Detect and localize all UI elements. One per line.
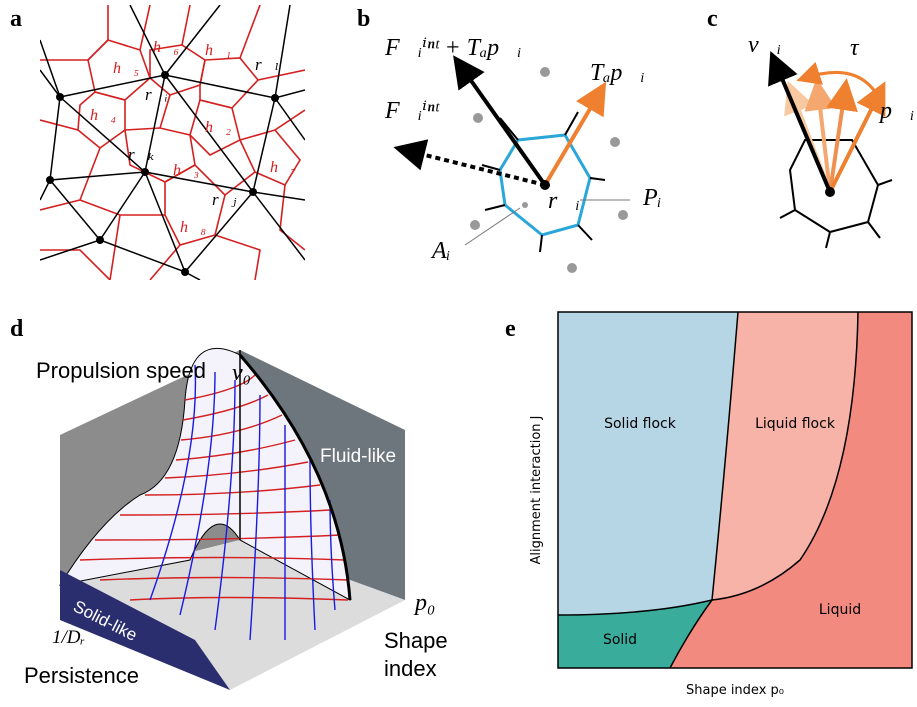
axis-title: Propulsion speed xyxy=(36,358,206,383)
voronoi-network: h⃗₅ h⃗₆ h⃗₁ r⃗ₗ r⃗ᵢ h⃗₄ h⃗₂ r⃗ₖ h⃗₃ h⃗₇ … xyxy=(40,5,305,280)
phase-surface: Propulsion speed v₀ Fluid-like Solid-lik… xyxy=(24,347,448,690)
panel-label: d xyxy=(10,316,24,342)
axis-title: index xyxy=(384,656,437,681)
alignment: v⃗ᵢ τ p⃗ᵢ xyxy=(748,32,914,249)
panel-label: b xyxy=(357,6,370,32)
cell-label: r⃗ₖ xyxy=(128,145,154,164)
cell-label: r⃗ⱼ xyxy=(212,190,237,209)
edge-label: h⃗₈ xyxy=(180,219,206,236)
edge-label: h⃗₆ xyxy=(153,39,179,56)
axis-symbol: p₀ xyxy=(413,590,435,616)
axis-symbol: 1/Dᵣ xyxy=(52,627,85,648)
region-label: Solid flock xyxy=(604,416,677,432)
velocity-label: v⃗ᵢ xyxy=(748,32,781,58)
panel-label: a xyxy=(10,6,22,32)
tau-label: τ xyxy=(850,35,860,61)
region-label: Liquid xyxy=(819,602,861,618)
panel-label: c xyxy=(707,6,718,32)
edge-label: h⃗₅ xyxy=(113,60,139,77)
phase-diagram: Solid flock Liquid flock Solid Liquid Al… xyxy=(529,311,913,698)
polarity-label: p⃗ᵢ xyxy=(878,98,914,124)
edge-label: h⃗₄ xyxy=(90,107,116,124)
edge-label: h⃗₃ xyxy=(173,162,199,179)
axis-title: Alignment interaction J xyxy=(529,415,544,564)
region-label: Solid xyxy=(603,632,637,648)
edge-label: h⃗₂ xyxy=(205,119,231,136)
region-label: Fluid-like xyxy=(320,446,396,467)
panel-label: e xyxy=(505,316,516,342)
edge-label: h⃗₁ xyxy=(205,42,231,59)
area-label: Aᵢ xyxy=(430,238,450,264)
axis-title: Shape index p₀ xyxy=(686,683,784,698)
cell-label: r⃗ₗ xyxy=(255,55,279,74)
cell-forces: F⃗ᵢⁱⁿᵗ + Tₐp⃗ᵢ Tₐp⃗ᵢ F⃗ᵢⁱⁿᵗ r⃗ᵢ Pᵢ Aᵢ xyxy=(384,35,661,273)
axis-title: Shape xyxy=(384,628,448,653)
position-label: r⃗ᵢ xyxy=(548,188,580,214)
axis-title: Persistence xyxy=(24,663,139,688)
axis-symbol: v₀ xyxy=(232,360,251,386)
region-label: Liquid flock xyxy=(755,416,836,432)
edge-label: h⃗₇ xyxy=(270,159,296,176)
force-label: F⃗ᵢⁱⁿᵗ + Tₐp⃗ᵢ xyxy=(384,35,522,61)
perimeter-label: Pᵢ xyxy=(642,185,661,211)
polarity-label: Tₐp⃗ᵢ xyxy=(590,60,645,86)
cell-label: r⃗ᵢ xyxy=(145,85,168,104)
force-label: F⃗ᵢⁱⁿᵗ xyxy=(384,98,441,124)
